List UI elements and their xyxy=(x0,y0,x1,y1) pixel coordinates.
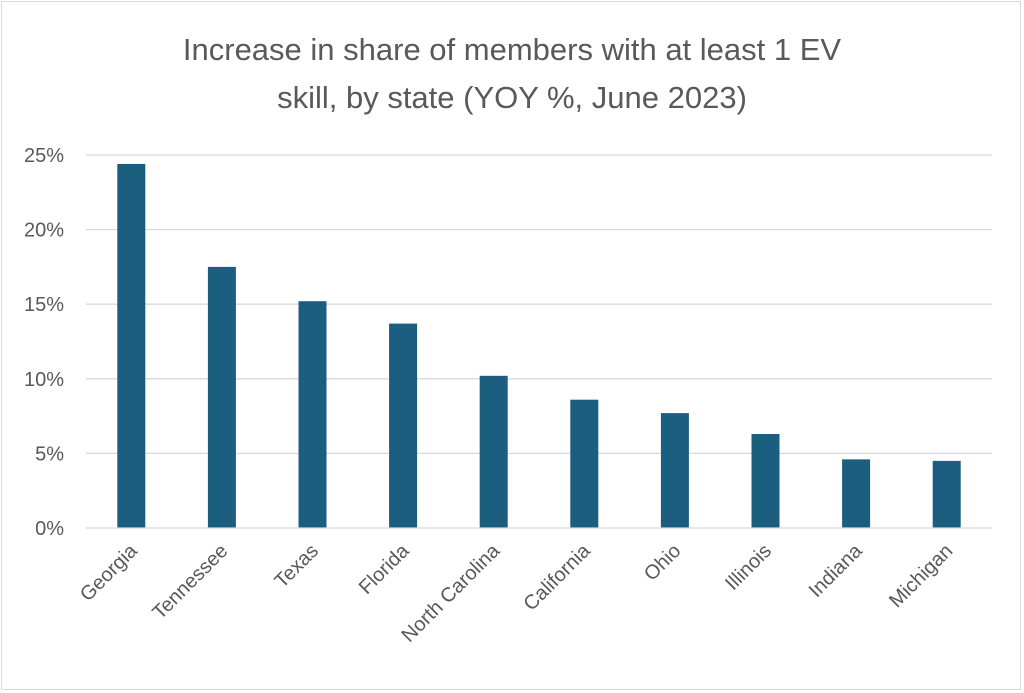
x-category-label: Texas xyxy=(271,540,324,593)
gridlines xyxy=(86,154,992,455)
y-tick-label: 5% xyxy=(35,443,64,465)
x-category-label: Indiana xyxy=(805,539,868,602)
bar-illinois xyxy=(751,434,780,528)
x-category-label: Michigan xyxy=(885,540,957,612)
y-tick-label: 25% xyxy=(24,145,64,167)
x-category-label: Florida xyxy=(355,539,414,598)
chart-title-line-1: Increase in share of members with at lea… xyxy=(182,32,842,67)
y-tick-label: 0% xyxy=(35,518,64,540)
bar-florida xyxy=(389,323,418,528)
y-tick-label: 15% xyxy=(24,294,64,316)
chart-title-line-2: skill, by state (YOY %, June 2023) xyxy=(277,80,747,115)
x-category-label: Illinois xyxy=(721,540,776,595)
x-category-label: Ohio xyxy=(640,540,685,585)
bar-texas xyxy=(298,301,327,528)
bar-tennessee xyxy=(207,266,236,528)
x-category-label: Tennessee xyxy=(148,540,232,624)
x-category-label: North Carolina xyxy=(397,539,504,646)
bar-california xyxy=(570,399,599,528)
x-category-label: Georgia xyxy=(76,539,142,605)
bar-north-carolina xyxy=(479,375,508,528)
y-axis-tick-labels: 0% 5% 10% 15% 20% 25% xyxy=(24,145,64,540)
bar-indiana xyxy=(842,459,871,528)
bar-ohio xyxy=(660,413,689,528)
bars xyxy=(117,163,961,528)
bar-georgia xyxy=(117,163,146,528)
y-tick-label: 20% xyxy=(24,220,64,242)
y-tick-label: 10% xyxy=(24,369,64,391)
bar-michigan xyxy=(932,460,961,528)
x-category-label: California xyxy=(520,539,596,615)
